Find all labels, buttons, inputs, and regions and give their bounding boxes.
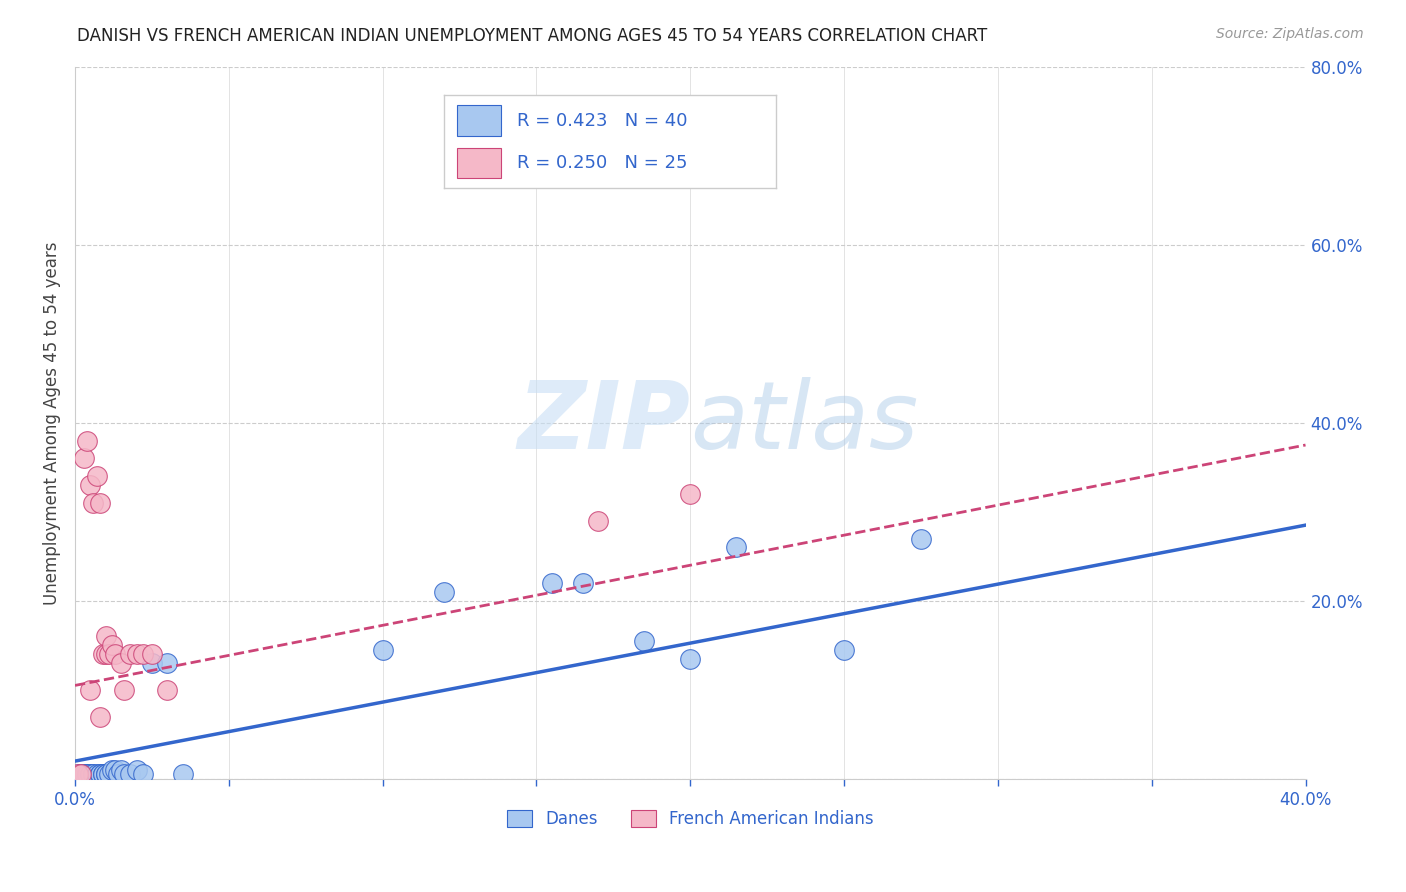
Point	[94, 630, 117, 644]
Point	[679, 651, 702, 665]
Point	[89, 709, 111, 723]
Text: atlas: atlas	[690, 377, 918, 468]
Point	[67, 767, 90, 781]
Y-axis label: Unemployment Among Ages 45 to 54 years: Unemployment Among Ages 45 to 54 years	[44, 241, 60, 605]
Point	[156, 656, 179, 670]
Point	[725, 541, 748, 555]
Point	[91, 767, 114, 781]
Point	[94, 767, 117, 781]
Text: ZIP: ZIP	[517, 376, 690, 469]
Point	[172, 767, 194, 781]
Point	[832, 642, 855, 657]
Point	[82, 767, 104, 781]
Point	[104, 763, 127, 777]
Point	[101, 763, 124, 777]
Point	[70, 767, 93, 781]
Point	[79, 767, 101, 781]
Point	[73, 767, 96, 781]
Point	[94, 767, 117, 781]
Point	[89, 767, 111, 781]
Point	[112, 682, 135, 697]
Point	[633, 634, 655, 648]
Point	[571, 576, 593, 591]
Point	[70, 767, 93, 781]
Point	[79, 478, 101, 492]
Point	[112, 767, 135, 781]
Point	[120, 767, 142, 781]
Point	[89, 767, 111, 781]
Point	[104, 647, 127, 661]
Point	[141, 647, 163, 661]
Point	[141, 656, 163, 670]
Point	[125, 647, 148, 661]
Point	[110, 656, 132, 670]
Point	[86, 469, 108, 483]
Point	[82, 767, 104, 781]
Point	[101, 638, 124, 652]
Text: DANISH VS FRENCH AMERICAN INDIAN UNEMPLOYMENT AMONG AGES 45 TO 54 YEARS CORRELAT: DANISH VS FRENCH AMERICAN INDIAN UNEMPLO…	[77, 27, 987, 45]
Point	[125, 763, 148, 777]
Point	[73, 451, 96, 466]
Point	[91, 767, 114, 781]
Point	[586, 514, 609, 528]
Point	[79, 682, 101, 697]
Point	[67, 767, 90, 781]
Point	[910, 532, 932, 546]
Point	[110, 763, 132, 777]
Point	[79, 767, 101, 781]
Point	[76, 767, 98, 781]
Point	[86, 767, 108, 781]
Point	[679, 487, 702, 501]
Point	[107, 767, 129, 781]
Point	[73, 767, 96, 781]
Point	[76, 434, 98, 448]
Point	[540, 576, 562, 591]
Point	[120, 647, 142, 661]
Point	[131, 767, 153, 781]
Point	[91, 647, 114, 661]
Point	[89, 496, 111, 510]
Legend: Danes, French American Indians: Danes, French American Indians	[501, 803, 880, 835]
Point	[97, 647, 120, 661]
Point	[76, 767, 98, 781]
Point	[70, 767, 93, 781]
Point	[82, 496, 104, 510]
Text: Source: ZipAtlas.com: Source: ZipAtlas.com	[1216, 27, 1364, 41]
Point	[371, 642, 394, 657]
Point	[156, 682, 179, 697]
Point	[433, 585, 456, 599]
Point	[94, 647, 117, 661]
Point	[97, 767, 120, 781]
Point	[131, 647, 153, 661]
